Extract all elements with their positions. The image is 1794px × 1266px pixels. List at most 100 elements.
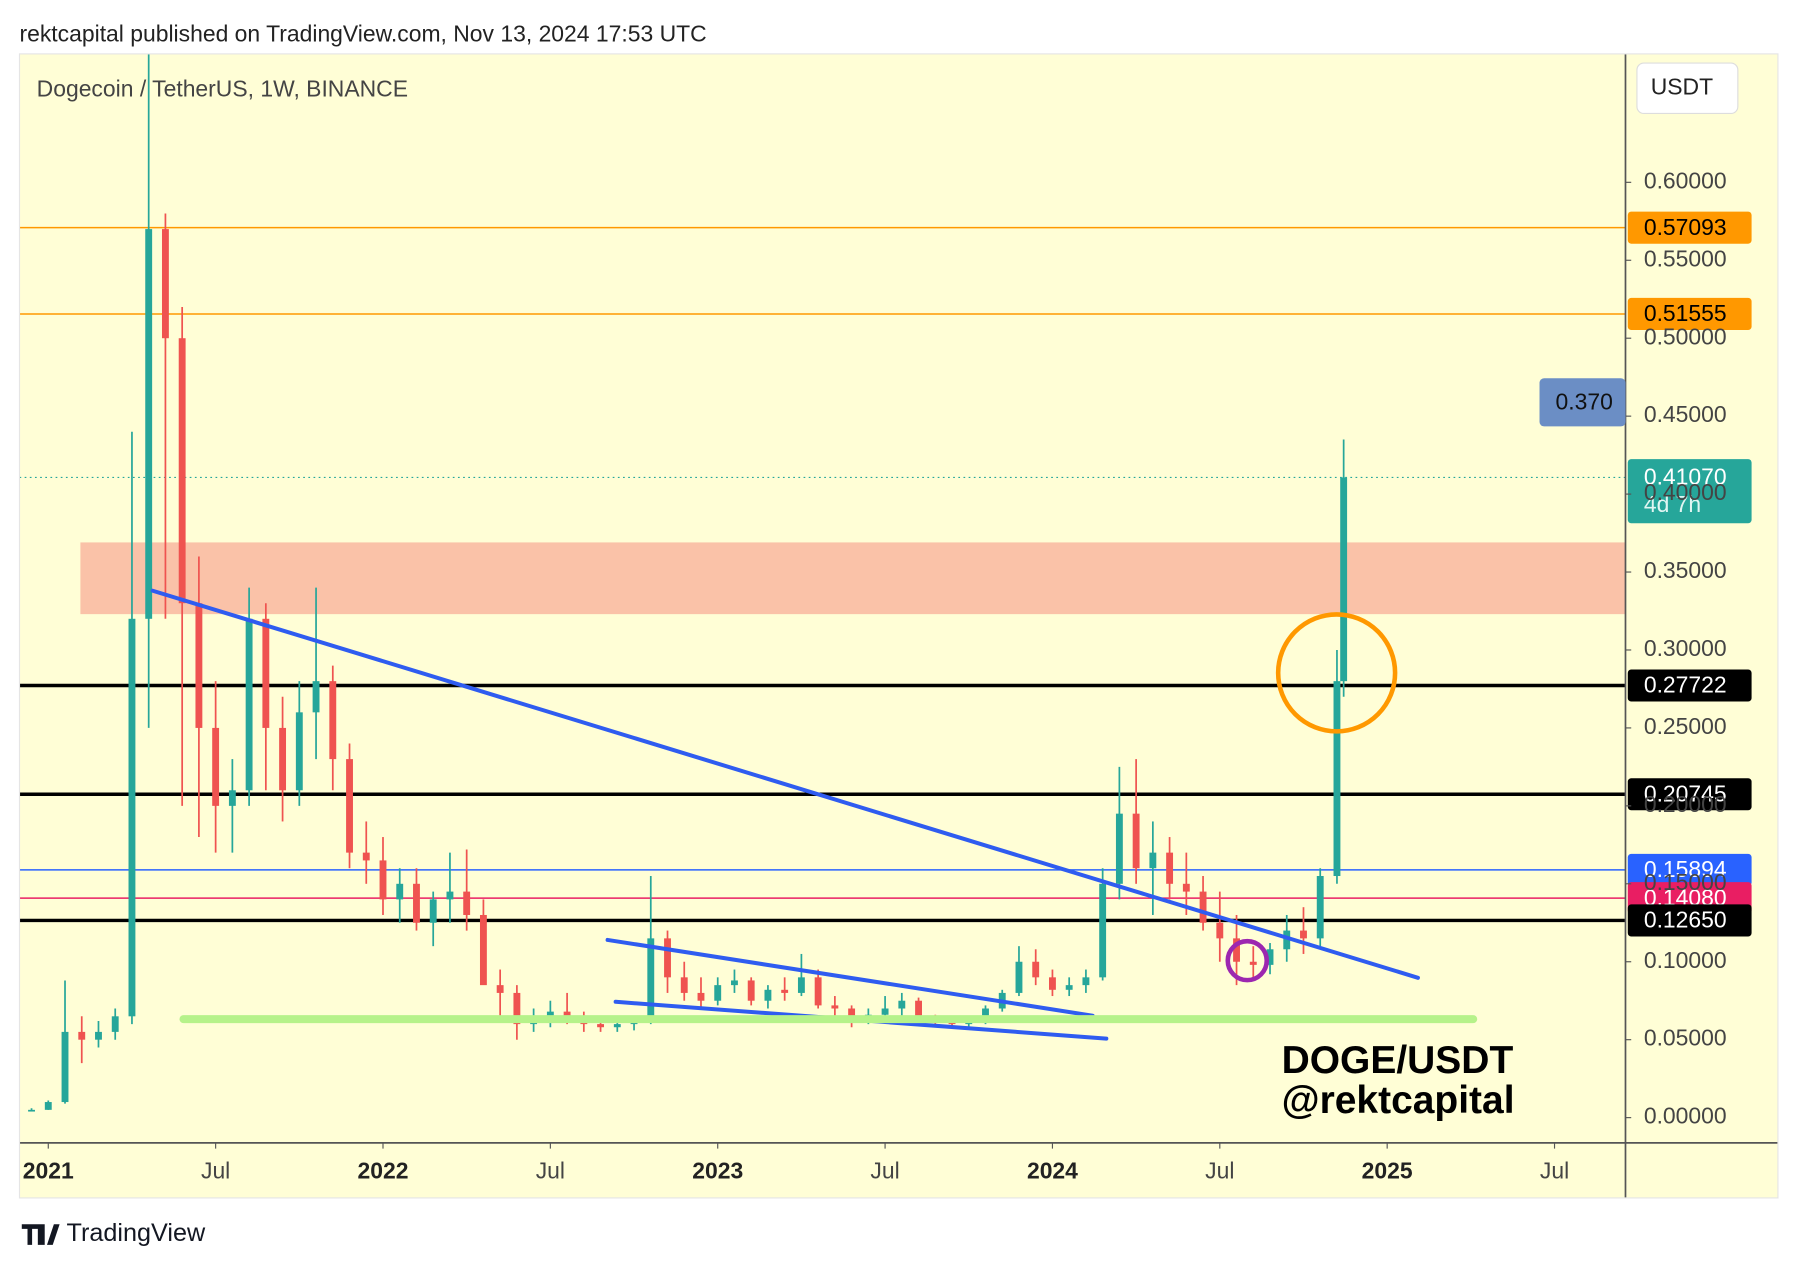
candle-body: [1233, 938, 1240, 962]
candle-body: [396, 883, 404, 900]
y-tick-label: 0.60000: [1644, 167, 1727, 193]
candle-body: [1249, 961, 1257, 965]
candle-body: [463, 891, 471, 915]
candle-body: [664, 938, 671, 978]
highlight-circle: [1275, 612, 1398, 734]
candle-body: [1049, 977, 1056, 990]
candle-body: [747, 980, 755, 1001]
y-tick-label: 0.45000: [1644, 401, 1727, 427]
candle-body: [479, 914, 487, 986]
x-tick-label: Jul: [1540, 1158, 1569, 1184]
y-tick-label: 0.40000: [1644, 479, 1727, 505]
x-tick-label: Jul: [1205, 1158, 1234, 1184]
candle-body: [379, 860, 387, 900]
countdown-label: 4d 7h: [1644, 491, 1701, 517]
level-label: 0.51555: [1644, 300, 1727, 326]
candle-body: [245, 618, 253, 791]
resistance-zone: [80, 542, 1626, 615]
candle-body: [546, 1011, 554, 1017]
level-label-bg: [1627, 853, 1752, 886]
candle-body: [346, 759, 353, 853]
candle-body: [1316, 876, 1324, 939]
candle-body: [178, 338, 186, 604]
plot-area: [19, 53, 1626, 1112]
candle-body: [714, 985, 722, 1001]
annotation-text: DOGE/USDT: [1282, 1039, 1514, 1082]
level-label-bg: [1627, 297, 1752, 331]
candle-body: [1340, 477, 1348, 682]
highlight-circle: [1225, 938, 1270, 983]
chart-background: [19, 53, 1778, 1198]
candle-body: [295, 712, 303, 791]
candle-body: [128, 618, 136, 1017]
y-tick-label: 0.10000: [1644, 947, 1727, 973]
level-label: 0.20745: [1644, 780, 1727, 806]
annotation-text: @rektcapital: [1282, 1079, 1515, 1122]
candle-body: [831, 1005, 839, 1009]
candle-body: [496, 985, 504, 993]
price-marker-bg: [1539, 378, 1626, 427]
y-tick-label: 0.05000: [1644, 1025, 1727, 1051]
candle-body: [362, 852, 370, 861]
candle-body: [145, 229, 153, 619]
candle-body: [329, 681, 337, 760]
candle-body: [1032, 961, 1040, 978]
candle-body: [195, 603, 203, 728]
candle-body: [312, 681, 320, 713]
x-tick-label: 2021: [23, 1158, 74, 1184]
candle-body: [1333, 681, 1341, 877]
trendline: [605, 937, 1095, 1018]
currency-box[interactable]: [1636, 62, 1739, 115]
candle-body: [1149, 852, 1157, 869]
candle-body: [982, 1008, 989, 1021]
candle-body: [28, 1109, 35, 1112]
candle-body: [1199, 891, 1207, 923]
candle-body: [446, 891, 454, 900]
price-marker-label: 0.370: [1556, 389, 1613, 415]
level-label-bg: [1627, 778, 1752, 811]
currency-label[interactable]: USDT: [1651, 73, 1713, 99]
candle-body: [731, 980, 738, 986]
candle-body: [881, 1008, 889, 1015]
candle-body: [848, 1008, 856, 1021]
candle-body: [262, 618, 270, 728]
candle-body: [613, 1024, 621, 1028]
x-tick-label: 2025: [1362, 1158, 1413, 1184]
trendline: [150, 588, 1420, 980]
candle-body: [1115, 813, 1123, 884]
candle-body: [279, 727, 287, 791]
footer-brand: TradingView: [66, 1219, 205, 1247]
candle-body: [1266, 949, 1274, 965]
candle-body: [111, 1016, 119, 1032]
candle-body: [680, 977, 688, 993]
candle-body: [1082, 977, 1090, 986]
y-tick-label: 0.15000: [1644, 869, 1727, 895]
candle-body: [797, 977, 805, 993]
candle-body: [95, 1031, 102, 1040]
candle-body: [1015, 961, 1023, 993]
candle-body: [212, 727, 220, 806]
candle-body: [781, 989, 789, 993]
x-tick-label: 2022: [358, 1158, 409, 1184]
candle-body: [1216, 922, 1224, 939]
x-tick-label: Jul: [201, 1158, 230, 1184]
candle-body: [697, 992, 705, 1001]
y-tick-label: 0.00000: [1644, 1103, 1727, 1129]
candle-body: [228, 790, 236, 806]
candle-body: [1065, 985, 1073, 990]
y-tick-label: 0.35000: [1644, 557, 1727, 583]
candle-body: [915, 1000, 922, 1018]
y-tick-label: 0.50000: [1644, 323, 1727, 349]
candle-body: [1300, 930, 1307, 939]
candle-body: [78, 1031, 86, 1040]
level-label: 0.12650: [1644, 907, 1727, 933]
candle-body: [814, 977, 822, 1006]
x-tick-label: 2024: [1027, 1158, 1078, 1184]
x-tick-label: Jul: [870, 1158, 899, 1184]
candle-body: [161, 229, 169, 339]
x-tick-label: 2023: [692, 1158, 743, 1184]
header: rektcapital published on TradingView.com…: [19, 21, 706, 47]
